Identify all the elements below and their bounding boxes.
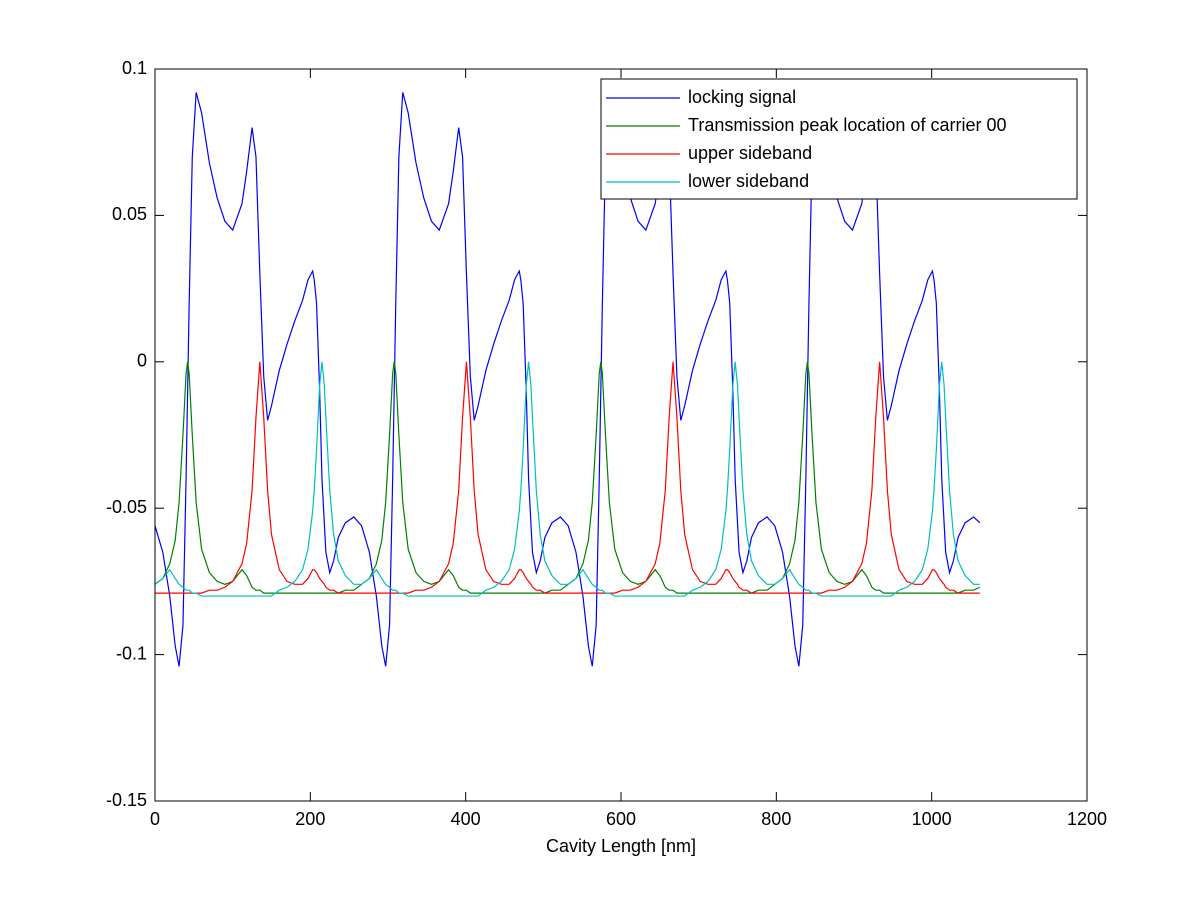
y-tick-label: -0.15 <box>106 790 147 810</box>
y-tick-label: 0.1 <box>122 58 147 78</box>
x-tick-label: 800 <box>761 809 791 829</box>
x-tick-label: 400 <box>451 809 481 829</box>
legend-label: upper sideband <box>688 143 812 163</box>
y-tick-label: -0.05 <box>106 497 147 517</box>
y-tick-label: 0.05 <box>112 204 147 224</box>
x-tick-label: 600 <box>606 809 636 829</box>
x-tick-label: 1000 <box>912 809 952 829</box>
x-tick-label: 200 <box>295 809 325 829</box>
y-tick-label: 0 <box>137 351 147 371</box>
legend-label: locking signal <box>688 87 796 107</box>
data-line <box>155 361 980 594</box>
y-tick-label: -0.1 <box>116 643 147 663</box>
legend-label: Transmission peak location of carrier 00 <box>688 115 1006 135</box>
legend: locking signal Transmission peak location… <box>600 78 1078 200</box>
axes-box <box>154 68 1088 802</box>
x-axis-label: Cavity Length [nm] <box>546 836 696 856</box>
x-tick-label: 0 <box>150 809 160 829</box>
data-line <box>154 361 980 597</box>
x-tick-label: 1200 <box>1067 809 1107 829</box>
data-line <box>154 92 981 667</box>
legend-box <box>600 78 1078 200</box>
legend-label: lower sideband <box>688 171 809 191</box>
